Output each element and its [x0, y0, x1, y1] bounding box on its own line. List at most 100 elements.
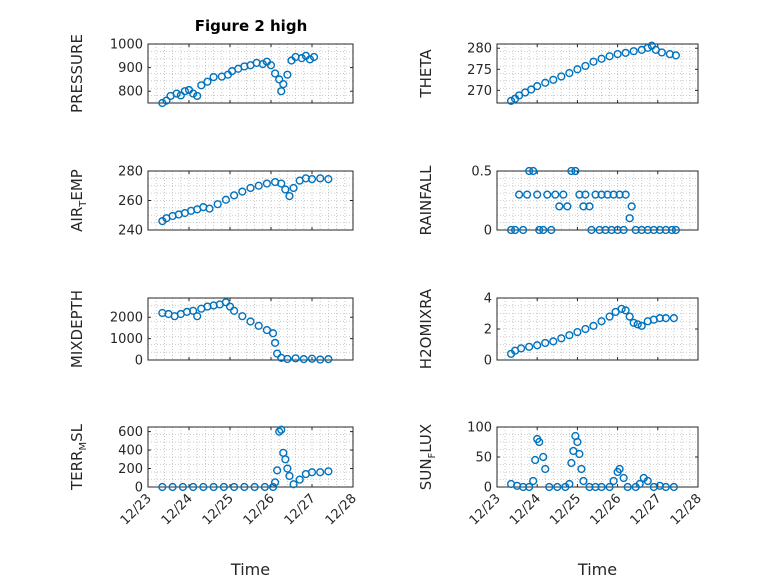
y-tick-label: 280 [118, 165, 143, 180]
data-point [581, 190, 590, 199]
y-tick-label: 0 [135, 354, 143, 369]
x-tick-label: 12/23 [118, 491, 155, 528]
data-point [209, 72, 218, 82]
y-tick-label: 2000 [110, 311, 143, 326]
data-point [189, 306, 198, 315]
data-point [273, 349, 282, 358]
data-point [621, 306, 630, 315]
data-point [324, 355, 333, 364]
data-point [615, 464, 624, 474]
data-point [533, 190, 542, 199]
data-point [595, 225, 604, 235]
data-point [573, 65, 582, 74]
data-point [281, 185, 290, 194]
data-point [549, 75, 558, 84]
data-point [563, 202, 572, 211]
x-tick-label: 12/26 [241, 491, 278, 528]
data-point [162, 96, 171, 105]
data-point [657, 48, 666, 57]
subplot-8: 0 50 100 12/23 12/24 12/25 12/26 12/27 12/28 Time… [417, 421, 705, 580]
data-point [591, 190, 600, 199]
data-point [643, 43, 652, 52]
data-point [529, 476, 538, 486]
y-axis-label-main: MIXDEPTH [68, 290, 86, 368]
data-point [172, 89, 181, 98]
data-point [549, 337, 558, 346]
y-tick-label: 400 [118, 444, 143, 459]
data-point [283, 464, 292, 473]
data-point [617, 304, 626, 313]
y-tick-label: 0 [484, 224, 492, 239]
data-point [581, 61, 590, 71]
data-point [643, 225, 652, 235]
subplot-5: 0 1000 2000 MIXDEPTH [68, 290, 354, 369]
y-tick-label: 1000 [110, 38, 143, 53]
data-point [527, 85, 536, 94]
data-point [289, 183, 298, 193]
data-point [283, 354, 292, 364]
data-point [250, 482, 259, 492]
data-point [661, 225, 670, 235]
data-point [581, 324, 590, 334]
axes-frame [147, 426, 354, 488]
data-point [275, 75, 284, 84]
data-point [219, 482, 228, 492]
axes-frame [147, 43, 354, 104]
y-axis-label-subscript: T [78, 200, 89, 208]
x-tick-label: 12/25 [547, 491, 584, 528]
data-point [571, 166, 580, 176]
y-axis-label-main: SUN [417, 458, 435, 490]
y-axis-label: THETA [417, 49, 435, 99]
x-tick-label: 12/26 [587, 491, 624, 528]
data-point [281, 455, 290, 464]
data-point [655, 314, 664, 323]
subplot-7: 0 200 400 600 12/23 12/24 12/25 12/26 12/27 12/28… [68, 423, 360, 579]
data-point [307, 354, 317, 363]
y-axis-label-tail: EMP [68, 169, 86, 200]
data-point [669, 482, 678, 492]
data-point [565, 68, 574, 78]
x-tick-label: 12/27 [628, 491, 665, 528]
data-point [629, 318, 638, 327]
data-point [299, 355, 308, 364]
data-point [635, 479, 644, 489]
data-point [316, 355, 325, 364]
y-tick-label: 900 [118, 61, 143, 76]
data-point [535, 437, 544, 447]
data-point [605, 52, 614, 61]
data-point [533, 82, 542, 91]
data-point [238, 187, 247, 196]
y-tick-label: 1000 [110, 332, 143, 347]
data-point [585, 482, 594, 492]
subplot-6: 0 2 4 H2OMIXRA [417, 288, 699, 369]
data-point [589, 321, 598, 331]
x-tick-label: 12/25 [200, 491, 237, 528]
y-tick-label: 200 [118, 462, 143, 477]
y-tick-label: 275 [467, 63, 492, 78]
data-point [205, 204, 214, 213]
data-point [623, 482, 632, 492]
data-point [589, 57, 598, 66]
data-point [605, 312, 614, 321]
data-point [553, 482, 562, 492]
data-point [609, 476, 618, 486]
data-point [567, 166, 576, 176]
data-point [258, 59, 267, 69]
data-point [510, 225, 520, 235]
data-point [539, 225, 548, 235]
data-point [519, 225, 528, 235]
data-point [254, 181, 263, 190]
data-point [515, 190, 524, 199]
data-point [533, 341, 542, 350]
y-tick-label: 600 [118, 425, 143, 440]
data-point [305, 55, 315, 64]
data-point [669, 314, 678, 323]
data-point [577, 464, 586, 474]
data-point [543, 190, 552, 199]
subplot-4: 0 0.5 RAINFALL [417, 165, 699, 239]
y-axis-label-main: RAINFALL [417, 165, 435, 236]
data-point [539, 452, 548, 462]
data-point [158, 482, 167, 492]
subplot-1: 800 900 1000 PRESSURE [68, 34, 354, 113]
data-point [551, 190, 560, 199]
